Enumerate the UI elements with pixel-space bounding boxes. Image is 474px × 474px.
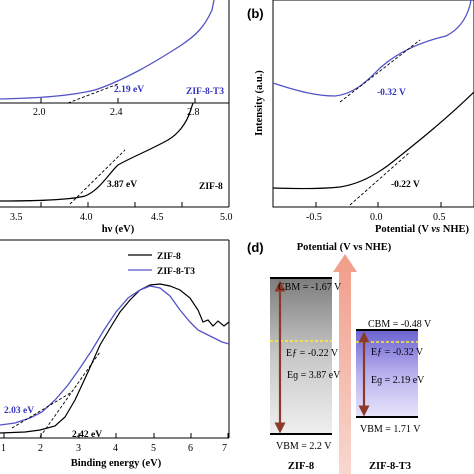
panel-a-zif8t3-tangent [67, 83, 119, 104]
panel-c-ann-1: 2.03 eV [4, 406, 34, 416]
panel-b-zif8t3-onset: -0.32 V [377, 88, 406, 98]
panel-c-tangent-1 [39, 351, 101, 438]
panel-a-tick-label: 5.0 [220, 212, 233, 223]
zif8t3-ef-label: Eƒ = -0.32 V [371, 347, 424, 358]
panel-c-x-label: Binding energy (eV) [71, 458, 162, 469]
panel-a-upper-tick-label: 2.4 [110, 107, 123, 118]
panel-a-tick-label: 4.0 [80, 212, 93, 223]
panel-c: 1 2 3 4 5 6 7 Binding energy (eV) ZIF-8 … [0, 239, 230, 469]
panel-c-ticks [3, 433, 229, 438]
panel-b-zif8-curve [272, 91, 474, 190]
panel-c-tick-label: 2 [38, 443, 43, 454]
panel-c-zif8-curve [0, 283, 230, 434]
zif8-eg-label: Eɡ = 3.87 eV [287, 370, 341, 381]
panel-d-letter: (d) [247, 240, 264, 255]
panel-c-ann-2: 2.42 eV [72, 430, 102, 440]
panel-b-frame [272, 0, 474, 208]
zif8t3-band-box [356, 330, 418, 417]
panel-b-y-label: Intensity (a.u.) [254, 70, 265, 136]
zif8-material-name: ZIF-8 [288, 461, 314, 472]
zif8t3-cbm-label: CBM = -0.48 V [368, 319, 432, 330]
panel-d: (d) Potential (V vs NHE) CBM = -1.67 V E… [247, 240, 432, 474]
panel-a-upper-tick-label: 2.0 [33, 107, 46, 118]
potential-arrow-shaft [339, 270, 351, 474]
panel-a-zif8t3-legend: ZIF-8-T3 [186, 87, 224, 97]
zif8-vbm-label: VBM = 2.2 V [276, 441, 332, 452]
panel-c-tick-label: 5 [151, 443, 156, 454]
panel-c-tangent-2 [11, 391, 73, 429]
panel-b-tick-label: 0.5 [433, 212, 446, 223]
panel-c-legend-zif8: ZIF-8 [157, 252, 181, 262]
panel-a-zif8-curve [0, 102, 194, 202]
panel-b-zif8-tangent [349, 151, 411, 206]
panel-a-zif8-tangent [69, 149, 126, 205]
zif8-ef-label: Eƒ = -0.22 V [286, 348, 339, 359]
panel-a: 3.5 4.0 4.5 5.0 hν (eV) 2.0 2.4 2.8 2.19… [0, 0, 233, 235]
panel-b-zif8t3-curve [272, 0, 472, 97]
panel-c-tick-label: 1 [1, 443, 6, 454]
panel-c-tick-label: 3 [76, 443, 81, 454]
panel-c-tick-label: 4 [113, 443, 118, 454]
panel-a-x-label: hν (eV) [102, 224, 135, 235]
panel-c-tick-label: 7 [222, 443, 227, 454]
zif8t3-eg-label: Eɡ = 2.19 eV [371, 375, 425, 386]
panel-d-title: Potential (V vs NHE) [297, 242, 392, 253]
zif8t3-material-name: ZIF-8-T3 [369, 461, 411, 472]
panel-b-tick-label: -0.5 [306, 212, 322, 223]
zif8t3-vbm-label: VBM = 1.71 V [360, 424, 421, 435]
panel-b: (b) -0.5 0.0 0.5 Intensity (a.u.) Potent… [247, 0, 474, 235]
panel-a-tick-label: 4.5 [151, 212, 164, 223]
panel-b-letter: (b) [247, 6, 264, 21]
panel-c-zif8t3-curve [0, 285, 230, 426]
potential-arrow-head [333, 254, 357, 272]
zif8-cbm-label: CBM = -1.67 V [278, 282, 342, 293]
panel-a-upper-tick-label: 2.8 [187, 107, 200, 118]
panel-a-zif8-legend: ZIF-8 [199, 182, 223, 192]
panel-b-x-label: Potential (V vs NHE) [375, 224, 470, 235]
panel-b-zif8-onset: -0.22 V [391, 180, 420, 190]
panel-a-zif8-gap-label: 3.87 eV [107, 180, 137, 190]
panel-b-zif8t3-tangent [339, 39, 421, 103]
panel-c-legend-zif8t3: ZIF-8-T3 [157, 267, 195, 277]
panel-c-tick-label: 6 [188, 443, 193, 454]
panel-a-tick-label: 3.5 [10, 212, 23, 223]
panel-a-zif8t3-curve [0, 0, 215, 100]
panel-a-zif8t3-gap-label: 2.19 eV [114, 85, 144, 95]
panel-b-tick-label: 0.0 [370, 212, 383, 223]
